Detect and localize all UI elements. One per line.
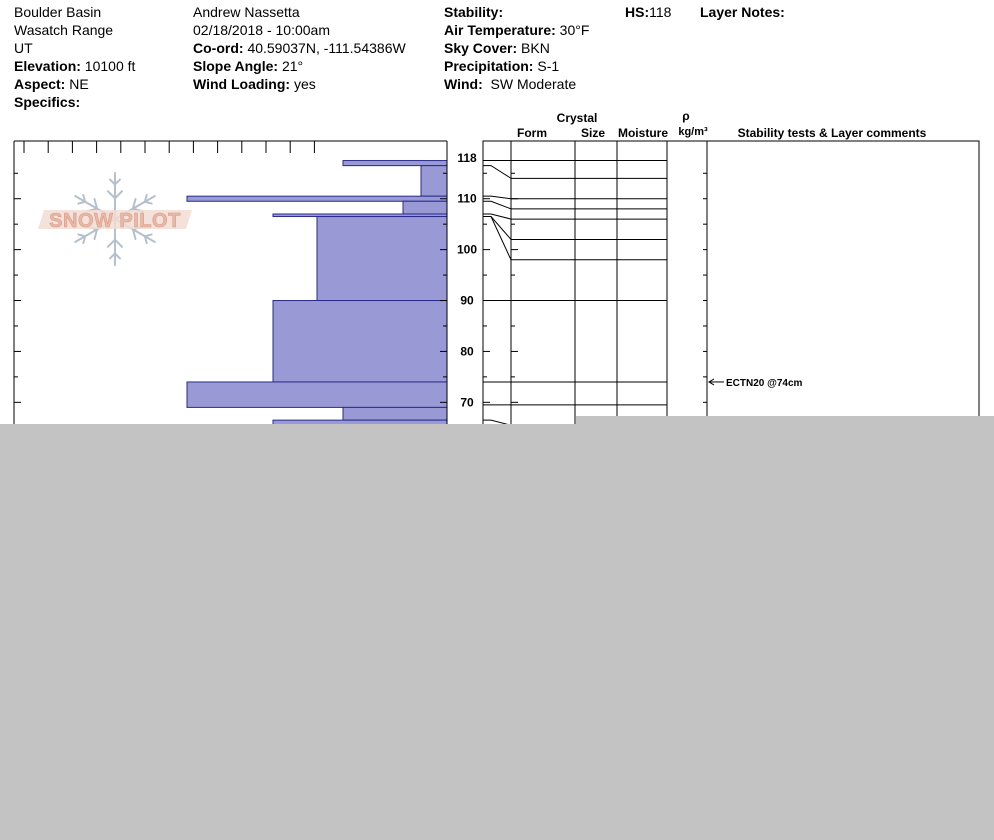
wind-label: Wind: [444, 76, 483, 92]
unrendered-region [0, 424, 994, 840]
layer-connector-1 [483, 165, 512, 179]
hardness-bar-1 [420, 165, 448, 197]
flake-branch-0-1-1 [114, 178, 121, 186]
datetime: 02/18/2018 - 10:00am [193, 22, 330, 38]
height-tick-label-118: 118 [457, 151, 477, 165]
wind-loading-value: yes [293, 76, 316, 92]
flake-branch-4-0-1 [131, 228, 137, 241]
slope-angle: Slope Angle: 21° [193, 57, 303, 75]
sky-cover: Sky Cover: BKN [444, 39, 550, 57]
air-temp-value: 30°F [559, 22, 590, 38]
flake-branch-1-1-0 [77, 200, 87, 205]
flake-branch-2-1-1 [77, 233, 87, 238]
flake-branch-5-1-0 [143, 193, 148, 203]
sky-value: BKN [521, 40, 550, 56]
hardness-bar-7 [186, 381, 448, 408]
wind-loading: Wind Loading: yes [193, 75, 316, 93]
precip-value: S-1 [537, 58, 560, 74]
layer-connector-2 [483, 195, 512, 200]
location: Boulder Basin [14, 4, 102, 20]
air-temp-label: Air Temperature: [444, 22, 556, 38]
wind-value: SW Moderate [490, 76, 577, 92]
flake-branch-5-0-0 [131, 197, 137, 210]
layer-notes-label: Layer Notes: [700, 4, 785, 20]
layer-connector-4 [483, 213, 512, 220]
stability-test-arrowhead-0 [708, 378, 715, 386]
specifics: Specifics: [14, 93, 80, 111]
hs: HS:118 [625, 3, 671, 21]
flake-branch-3-0-0 [114, 238, 124, 248]
aspect: Aspect: NE [14, 75, 89, 93]
flake-branch-5-1-1 [143, 200, 153, 205]
slope-label: Slope Angle: [193, 58, 279, 74]
coord-value: 40.59037N, -111.54386W [247, 40, 406, 56]
flake-branch-3-1-0 [114, 252, 121, 260]
air-temperature: Air Temperature: 30°F [444, 21, 589, 39]
stability: Stability: [444, 3, 503, 21]
flake-branch-4-1-0 [143, 233, 153, 238]
flake-branch-0-1-0 [109, 178, 116, 186]
col-stability: Stability tests & Layer comments [738, 126, 927, 140]
stability-test-label-0: ECTN20 @74cm [726, 378, 803, 389]
aspect-label: Aspect: [14, 76, 66, 92]
height-tick-label-110: 110 [457, 192, 477, 206]
snowpilot-logo: SNOW PILOT [38, 172, 192, 266]
precip-label: Precipitation: [444, 58, 534, 74]
flake-branch-0-0-0 [106, 190, 116, 200]
coord-label: Co-ord: [193, 40, 244, 56]
range: Wasatch Range [14, 22, 114, 38]
wind: Wind: SW Moderate [444, 75, 576, 93]
layer-notes: Layer Notes: [700, 3, 785, 21]
observer: Andrew Nassetta [193, 4, 300, 20]
aspect-value: NE [69, 76, 89, 92]
flake-branch-1-0-1 [93, 197, 99, 210]
logo-banner [38, 210, 192, 229]
col-form: Form [517, 126, 547, 140]
flake-branch-1-1-1 [82, 193, 87, 203]
height-tick-label-90: 90 [460, 294, 474, 308]
hs-label: HS: [625, 4, 650, 20]
state: UT [14, 40, 33, 56]
flake-branch-4-1-1 [143, 235, 148, 245]
height-tick-label-80: 80 [460, 344, 474, 358]
col-density-unit: kg/m³ [678, 126, 708, 138]
hardness-bar-5 [316, 216, 448, 302]
flake-branch-3-1-1 [109, 252, 116, 260]
flake-branch-0-0-1 [114, 190, 124, 200]
flake-branch-2-0-0 [93, 228, 99, 241]
layer-connector-5 [483, 216, 512, 240]
hardness-bar-3 [402, 200, 448, 215]
hardness-bar-8 [342, 406, 448, 421]
coord: Co-ord: 40.59037N, -111.54386W [193, 39, 406, 57]
height-tick-label-100: 100 [457, 243, 477, 257]
unrendered-region-top-right [576, 416, 994, 424]
layer-connector-6 [483, 216, 512, 261]
hardness-bar-2 [186, 195, 448, 202]
wind-loading-label: Wind Loading: [193, 76, 291, 92]
col-crystal: Crystal [557, 111, 598, 125]
slope-value: 21° [281, 58, 304, 74]
col-rho: ρ [682, 109, 689, 123]
hardness-bar-6 [272, 300, 448, 383]
elevation-label: Elevation: [14, 58, 81, 74]
sky-label: Sky Cover: [444, 40, 518, 56]
flake-branch-3-0-1 [106, 238, 116, 248]
elevation: Elevation: 10100 ft [14, 57, 135, 75]
precipitation: Precipitation: S-1 [444, 57, 559, 75]
elevation-value: 10100 ft [84, 58, 136, 74]
height-tick-label-70: 70 [460, 395, 474, 409]
flake-branch-2-1-0 [82, 235, 87, 245]
layer-connector-3 [483, 200, 512, 210]
stability-label: Stability: [444, 4, 504, 20]
hardness-bar-0 [342, 160, 448, 167]
col-size: Size [581, 126, 605, 140]
specifics-label: Specifics: [14, 94, 81, 110]
layer-connector-10 [483, 419, 512, 426]
logo-text: SNOW PILOT [49, 210, 181, 232]
col-moisture: Moisture [618, 126, 668, 140]
hs-value: 118 [649, 4, 672, 20]
